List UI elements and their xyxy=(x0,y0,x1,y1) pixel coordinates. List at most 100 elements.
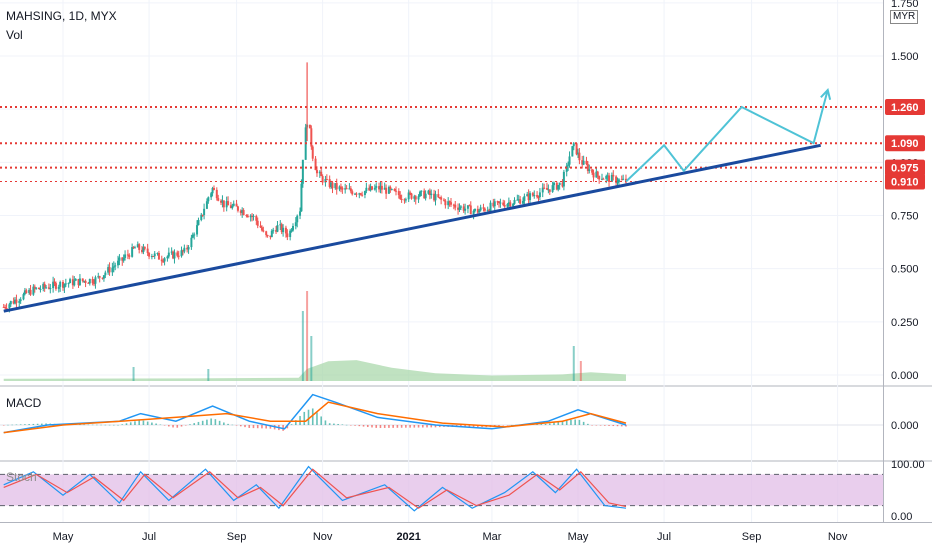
macd-histogram-bar xyxy=(548,423,551,425)
candle-body xyxy=(413,196,416,199)
candle-body xyxy=(148,252,151,257)
candle-body xyxy=(22,294,25,300)
candle-body xyxy=(438,197,441,199)
candle-body xyxy=(260,227,263,231)
macd-histogram-bar xyxy=(464,425,466,428)
macd-histogram-bar xyxy=(248,425,251,428)
candle-body xyxy=(506,204,509,207)
candle-body xyxy=(220,200,223,203)
candle-body xyxy=(541,187,544,193)
candle-body xyxy=(212,188,215,190)
macd-histogram-bar xyxy=(28,424,30,425)
candle-body xyxy=(54,283,57,289)
macd-histogram-bar xyxy=(256,425,259,429)
candle-body xyxy=(602,178,605,180)
candle-body xyxy=(331,182,334,189)
candle-body xyxy=(410,193,413,199)
candle-body xyxy=(98,276,101,278)
candle-body xyxy=(430,193,433,196)
macd-histogram-bar xyxy=(388,425,390,428)
macd-histogram-bar xyxy=(544,423,547,425)
candle-body xyxy=(447,201,450,206)
macd-histogram-bar xyxy=(595,425,598,426)
macd-histogram-bar xyxy=(163,425,166,426)
candle-body xyxy=(111,267,114,273)
candle-body xyxy=(150,256,153,258)
candle-body xyxy=(197,219,200,226)
macd-histogram-bar xyxy=(108,424,111,426)
candle-body xyxy=(47,287,50,289)
candle-body xyxy=(141,249,144,253)
candle-body xyxy=(320,171,323,177)
candle-body xyxy=(77,279,80,286)
macd-histogram-bar xyxy=(316,412,318,425)
macd-histogram-bar xyxy=(79,424,81,426)
candle-body xyxy=(167,252,170,257)
candle-body xyxy=(205,201,208,209)
candle-body xyxy=(91,279,94,284)
candle-body xyxy=(482,207,485,209)
candle-body xyxy=(512,203,515,207)
macd-histogram-bar xyxy=(502,425,505,426)
macd-histogram-bar xyxy=(341,424,344,425)
candle-body xyxy=(592,172,595,178)
candle-body xyxy=(227,201,230,206)
candle-body xyxy=(462,206,465,211)
candle-body xyxy=(211,188,214,194)
candle-body xyxy=(190,237,193,248)
candle-body xyxy=(196,225,199,235)
macd-histogram-bar xyxy=(100,424,102,426)
macd-histogram-bar xyxy=(561,420,564,425)
x-tick-label: May xyxy=(53,531,74,543)
candle-body xyxy=(335,183,338,190)
candle-body xyxy=(489,202,492,212)
candle-body xyxy=(143,247,146,249)
candle-body xyxy=(615,176,618,183)
macd-histogram-bar xyxy=(421,425,424,428)
candle-body xyxy=(132,247,135,249)
currency-badge: MYR xyxy=(890,10,919,24)
candle-body xyxy=(555,182,558,190)
macd-histogram-bar xyxy=(553,422,555,425)
candle-body xyxy=(394,190,397,192)
candle-body xyxy=(581,160,584,165)
level-label-box xyxy=(885,99,925,116)
candle-body xyxy=(577,152,579,155)
candle-body xyxy=(166,256,169,259)
candle-body xyxy=(450,202,453,205)
candle-body xyxy=(232,203,235,206)
candle-body xyxy=(458,207,461,210)
candle-body xyxy=(15,299,18,303)
candle-body xyxy=(423,190,426,199)
candle-body xyxy=(502,202,505,205)
level-label-box xyxy=(885,135,925,152)
macd-histogram-bar xyxy=(151,422,153,425)
candle-body xyxy=(177,255,180,257)
y-tick-label: 0.500 xyxy=(891,264,919,276)
volume-bar xyxy=(301,311,304,381)
candle-body xyxy=(533,195,536,197)
macd-histogram-bar xyxy=(138,420,140,425)
candle-body xyxy=(427,190,430,194)
candle-body xyxy=(385,187,388,194)
level-label: 0.975 xyxy=(891,163,919,175)
candle-body xyxy=(575,143,578,155)
macd-histogram-bar xyxy=(604,425,606,426)
candle-body xyxy=(276,225,279,232)
macd-histogram-bar xyxy=(189,424,191,425)
candle-body xyxy=(291,226,294,231)
candle-body xyxy=(25,290,28,293)
candle-body xyxy=(448,201,451,203)
candle-body xyxy=(378,186,381,190)
projection-arrowhead xyxy=(820,88,832,100)
x-tick-label: Sep xyxy=(227,531,247,543)
macd-histogram-bar xyxy=(214,419,217,425)
macd-histogram-bar xyxy=(506,425,509,426)
candle-body xyxy=(464,208,467,211)
candle-body xyxy=(221,200,224,203)
macd-histogram-bar xyxy=(413,425,416,428)
level-label: 1.260 xyxy=(891,102,919,114)
macd-histogram-bar xyxy=(146,421,149,425)
volume-bar xyxy=(306,291,309,381)
macd-histogram-bar xyxy=(104,424,107,426)
